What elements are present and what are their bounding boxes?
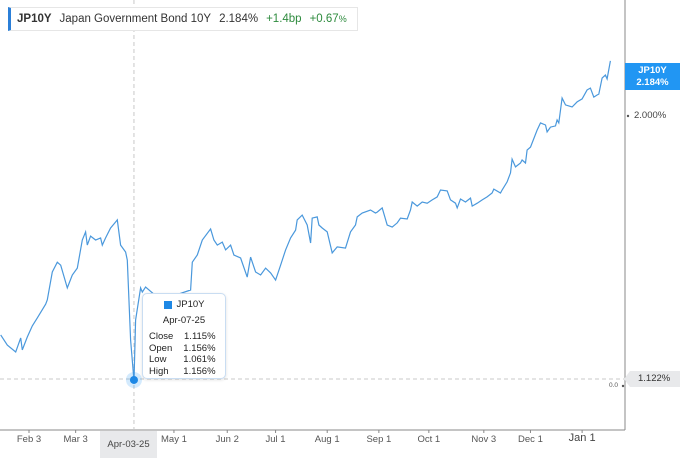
tooltip-row-low: Low 1.061% bbox=[149, 354, 216, 365]
last-price-label: JP10Y 2.184% bbox=[625, 63, 680, 90]
crosshair-price-label: 1.122% bbox=[624, 371, 680, 387]
price-tick-2000 bbox=[626, 114, 630, 118]
tooltip-row-open: Open 1.156% bbox=[149, 342, 216, 354]
legend-name: Japan Government Bond 10Y bbox=[59, 13, 212, 25]
axes bbox=[0, 0, 630, 431]
tooltip-ohlc: Close 1.115% Open 1.156% Low 1.061% High 1.1… bbox=[149, 331, 216, 377]
volume-axis-label: 0.0 bbox=[609, 382, 619, 389]
tooltip-row-close: Close 1.115% bbox=[149, 331, 216, 342]
last-price-value: 2.184% bbox=[636, 77, 669, 88]
volume-tick bbox=[621, 384, 625, 388]
x-tick-label: May 1 bbox=[161, 434, 187, 445]
tooltip-symbol: JP10Y bbox=[176, 299, 205, 310]
x-tick-label: Dec 1 bbox=[518, 434, 543, 445]
x-tick-label: Feb 3 bbox=[16, 434, 42, 445]
hover-point[interactable] bbox=[129, 375, 138, 384]
x-tick-label: Aug 1 bbox=[314, 434, 340, 445]
x-tick-label: Jan 1 bbox=[568, 432, 596, 444]
x-tick-label: Jun 2 bbox=[215, 434, 239, 445]
y-tick-label: 2.000% bbox=[634, 110, 667, 121]
series-color-swatch bbox=[163, 300, 172, 309]
tooltip: JP10Y Apr-07-25 Close 1.115% Open 1.156% L… bbox=[142, 293, 226, 379]
legend: JP10Y Japan Government Bond 10Y 2.184% +… bbox=[8, 7, 358, 31]
legend-symbol: JP10Y bbox=[17, 13, 52, 25]
crosshair-date-label: Apr-03-25 bbox=[100, 431, 157, 458]
tooltip-date: Apr-07-25 bbox=[162, 315, 206, 326]
x-tick-label: Jul 1 bbox=[265, 434, 286, 445]
series-line-jp10y bbox=[0, 60, 611, 382]
last-price-symbol: JP10Y bbox=[638, 65, 667, 76]
x-tick-label: Mar 3 bbox=[63, 434, 88, 445]
tooltip-row-high: High 1.156% bbox=[149, 365, 216, 377]
x-tick-label: Sep 1 bbox=[366, 434, 392, 445]
legend-change-bp: +1.4bp bbox=[266, 13, 302, 25]
x-tick-label: Nov 3 bbox=[471, 434, 497, 445]
x-tick-label: Oct 1 bbox=[417, 434, 441, 445]
legend-change-pct: +0.67% bbox=[309, 13, 347, 25]
legend-value: 2.184% bbox=[219, 13, 259, 25]
